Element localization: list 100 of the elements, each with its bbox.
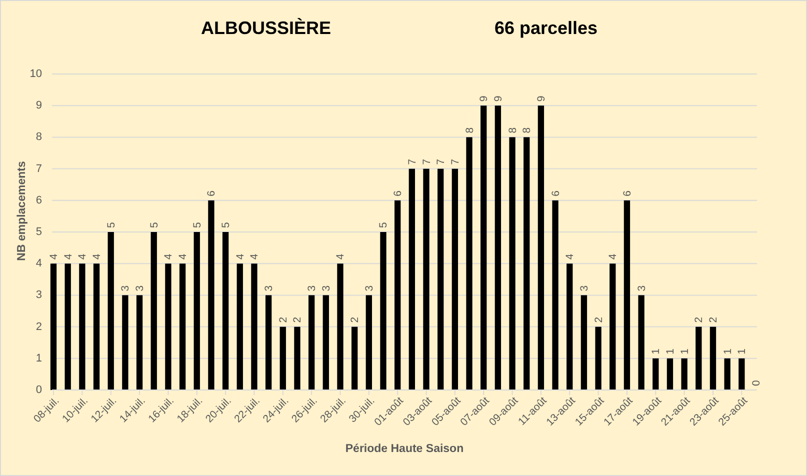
data-label: 4 — [62, 254, 74, 260]
y-axis-title: NB emplacements — [16, 161, 28, 261]
data-label: 7 — [449, 158, 462, 165]
bar — [222, 232, 229, 390]
y-tick-label: 1 — [36, 352, 42, 364]
bar — [652, 358, 659, 390]
bar — [494, 106, 502, 390]
bar — [509, 137, 516, 390]
data-label: 2 — [693, 316, 706, 323]
y-tick-label: 6 — [36, 194, 42, 206]
bar — [624, 200, 630, 390]
bar — [524, 137, 530, 390]
bar — [438, 168, 444, 390]
bar — [165, 264, 172, 390]
bar — [337, 264, 344, 390]
data-label: 9 — [492, 96, 504, 102]
bar — [208, 200, 214, 390]
bar — [79, 264, 86, 390]
data-label: 6 — [621, 190, 634, 196]
bar — [280, 326, 286, 390]
data-label: 1 — [678, 348, 691, 354]
data-label: 1 — [650, 348, 662, 354]
y-tick-label: 7 — [36, 162, 42, 175]
data-label: 7 — [406, 158, 418, 165]
bar — [108, 232, 114, 390]
bar — [394, 200, 401, 390]
data-label: 8 — [464, 127, 476, 134]
bar — [93, 264, 100, 390]
y-tick-label: 8 — [36, 131, 42, 144]
bar — [294, 326, 300, 390]
data-label: 7 — [420, 158, 433, 165]
data-label: 3 — [134, 285, 146, 292]
bar — [666, 358, 674, 390]
bar — [724, 358, 730, 390]
data-label: 8 — [521, 127, 534, 134]
data-label: 1 — [664, 348, 676, 354]
data-label: 4 — [248, 254, 261, 260]
data-label: 3 — [636, 285, 648, 292]
data-label: 8 — [506, 127, 519, 134]
bar — [696, 326, 702, 390]
data-label: 3 — [306, 285, 318, 292]
data-label: 2 — [592, 316, 605, 323]
data-label: 5 — [378, 222, 390, 228]
bar — [265, 295, 272, 390]
y-tick-label: 3 — [36, 289, 42, 302]
bar — [64, 264, 71, 390]
data-label: 4 — [607, 254, 620, 260]
y-tick-label: 4 — [36, 258, 42, 270]
y-tick-label: 10 — [30, 68, 42, 80]
x-axis-title: Période Haute Saison — [345, 443, 464, 455]
bar — [566, 264, 573, 390]
bar — [580, 295, 588, 390]
data-label: 4 — [162, 254, 175, 260]
bar — [552, 200, 558, 390]
data-label: 9 — [535, 96, 548, 102]
bar — [194, 232, 200, 390]
data-label: 1 — [736, 348, 748, 354]
data-label: 2 — [277, 316, 290, 323]
bar — [408, 168, 415, 390]
data-label: 2 — [349, 316, 362, 323]
bar — [638, 295, 644, 390]
data-label: 6 — [392, 190, 404, 196]
bar — [738, 358, 745, 390]
data-label: 3 — [263, 285, 276, 292]
bar — [595, 326, 602, 390]
data-label: 7 — [435, 158, 448, 165]
data-label: 3 — [320, 285, 332, 292]
data-label: 4 — [334, 254, 347, 260]
bar — [480, 106, 487, 390]
data-label: 5 — [220, 222, 232, 228]
data-label: 4 — [48, 254, 60, 260]
data-label: 5 — [191, 222, 204, 228]
data-label: 4 — [234, 254, 246, 260]
bar — [366, 295, 372, 390]
y-tick-label: 9 — [36, 100, 42, 112]
data-label: 4 — [91, 254, 104, 260]
bar — [150, 232, 157, 390]
bar — [423, 168, 430, 390]
data-label: 1 — [722, 348, 734, 354]
data-label: 5 — [148, 222, 160, 228]
data-label: 2 — [292, 316, 304, 323]
y-tick-label: 5 — [36, 226, 42, 238]
bar — [681, 358, 688, 390]
bar — [179, 264, 186, 390]
bar — [452, 168, 458, 390]
bar — [236, 264, 243, 390]
bar — [122, 295, 128, 390]
data-label: 6 — [550, 190, 562, 196]
bar — [50, 264, 57, 390]
bar — [322, 295, 329, 390]
data-label: 4 — [177, 254, 190, 260]
bar — [710, 326, 716, 390]
chart-subtitle: 66 parcelles — [494, 18, 598, 38]
data-label: 9 — [478, 96, 490, 102]
chart-title: ALBOUSSIÈRE — [200, 18, 332, 38]
data-label: 4 — [564, 254, 576, 260]
bar — [538, 106, 544, 390]
bar — [466, 137, 472, 390]
data-label: 3 — [578, 285, 590, 292]
y-tick-label: 0 — [36, 384, 42, 396]
